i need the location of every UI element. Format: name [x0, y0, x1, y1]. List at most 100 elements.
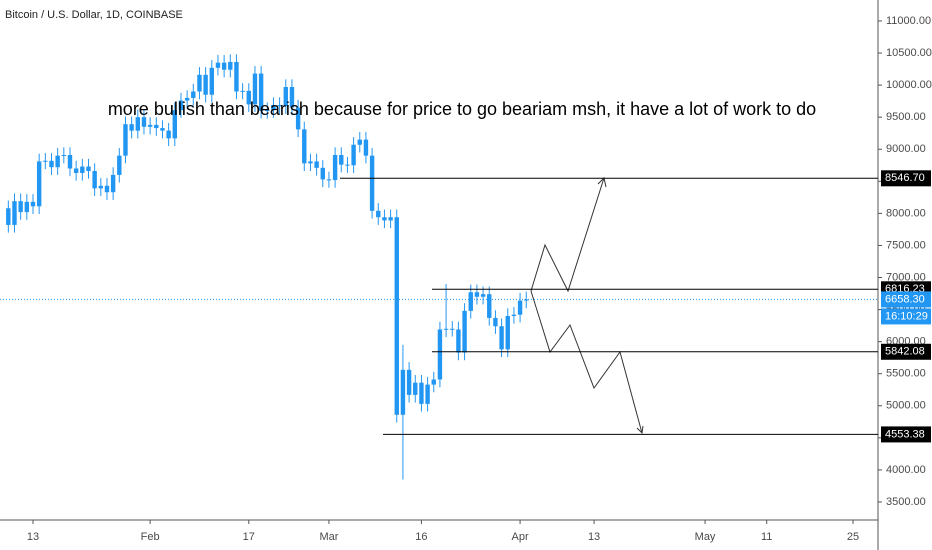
y-tick-label: 7500.00	[886, 239, 926, 251]
candle-body	[98, 185, 104, 189]
candle-body	[499, 326, 504, 350]
candle-body	[12, 201, 17, 225]
y-tick-label: 3500.00	[886, 496, 926, 508]
candle-body	[49, 160, 54, 168]
x-tick-label: 25	[847, 531, 859, 543]
current-price-label: 6658.30	[885, 293, 925, 305]
bearish-projection	[530, 290, 643, 434]
candle-body	[295, 107, 301, 130]
x-tick-label: May	[695, 531, 716, 543]
candle-body	[24, 201, 30, 213]
candle-body	[104, 185, 110, 193]
candle-body	[462, 310, 467, 353]
candle-body	[400, 369, 406, 415]
countdown-box	[881, 308, 931, 325]
candle-body	[265, 110, 270, 112]
candle-body	[388, 217, 393, 221]
candle-body	[240, 90, 245, 92]
y-tick-label: 10500.00	[886, 47, 932, 59]
candle-body	[228, 62, 233, 70]
candle-body	[30, 201, 36, 207]
current-price-box	[881, 291, 931, 308]
candle-body	[221, 62, 227, 70]
level-label: 4553.38	[885, 428, 925, 440]
y-tick-label: 9000.00	[886, 143, 926, 155]
candle-body	[431, 379, 436, 385]
y-tick-label: 10000.00	[886, 79, 932, 91]
level-label: 8546.70	[885, 172, 925, 184]
candle-body	[425, 384, 430, 404]
candle-body	[351, 144, 356, 166]
candle-body	[468, 292, 473, 311]
candle-body	[443, 328, 449, 330]
candle-body	[419, 382, 424, 404]
candle-body	[209, 67, 214, 95]
y-tick-label: 4000.00	[886, 464, 926, 476]
candle-body	[487, 294, 492, 318]
candle-body	[61, 155, 67, 157]
y-tick-label: 9500.00	[886, 111, 926, 123]
x-tick-label: 13	[588, 531, 600, 543]
candle-body	[129, 124, 134, 131]
candle-body	[55, 155, 60, 168]
x-tick-label: 13	[27, 531, 39, 543]
candle-body	[517, 300, 523, 315]
candle-body	[456, 329, 461, 353]
candle-body	[184, 97, 190, 101]
candle-body	[480, 294, 486, 297]
x-tick-label: Mar	[319, 531, 338, 543]
candle-body	[73, 168, 79, 173]
candle-body	[110, 174, 116, 193]
countdown-label: 16:10:29	[885, 310, 928, 322]
x-tick-label: Feb	[141, 531, 160, 543]
candle-body	[450, 328, 455, 330]
candle-body	[363, 139, 369, 156]
x-tick-label: 11	[761, 531, 772, 543]
candle-body	[166, 130, 171, 139]
level-label-box	[881, 343, 931, 360]
candle-body	[191, 91, 196, 98]
candle-body	[6, 208, 11, 225]
candle-body	[172, 110, 177, 139]
candle-body	[505, 315, 510, 350]
y-tick-label: 5500.00	[886, 368, 926, 380]
candle-body	[345, 164, 350, 166]
candle-body	[43, 160, 48, 162]
x-tick-label: 16	[415, 531, 427, 543]
candle-body	[234, 62, 239, 92]
candle-body	[147, 124, 153, 127]
candle-body	[36, 161, 42, 207]
x-tick-label: 17	[243, 531, 255, 543]
candle-body	[357, 139, 362, 145]
candle-body	[92, 171, 97, 189]
bullish-projection	[530, 177, 605, 293]
candle-body	[271, 104, 276, 111]
candle-body	[511, 314, 517, 316]
candle-body	[123, 124, 128, 156]
candle-body	[160, 128, 165, 131]
y-tick-label: 8000.00	[886, 207, 926, 219]
candle-body	[406, 369, 412, 395]
candle-body	[252, 73, 258, 105]
candle-body	[154, 124, 159, 129]
candle-body	[80, 166, 85, 173]
y-tick-label: 5000.00	[886, 400, 926, 412]
candle-body	[474, 292, 480, 297]
level-label: 5842.08	[885, 346, 925, 358]
candle-body	[246, 90, 251, 105]
candle-body	[493, 317, 498, 327]
candle-body	[314, 161, 319, 168]
candle-body	[524, 299, 529, 301]
candle-body	[332, 155, 338, 181]
level-label-box	[881, 426, 931, 443]
y-tick-label: 11000.00	[886, 15, 931, 27]
candle-body	[308, 161, 313, 164]
x-tick-label: Apr	[512, 531, 529, 543]
annotation: more bullish than bearish because for pr…	[108, 99, 816, 119]
candle-body	[376, 210, 381, 218]
y-tick-label: 7000.00	[886, 271, 926, 283]
candle-body	[394, 217, 399, 415]
chart-title: Bitcoin / U.S. Dollar, 1D, COINBASE	[5, 9, 183, 21]
